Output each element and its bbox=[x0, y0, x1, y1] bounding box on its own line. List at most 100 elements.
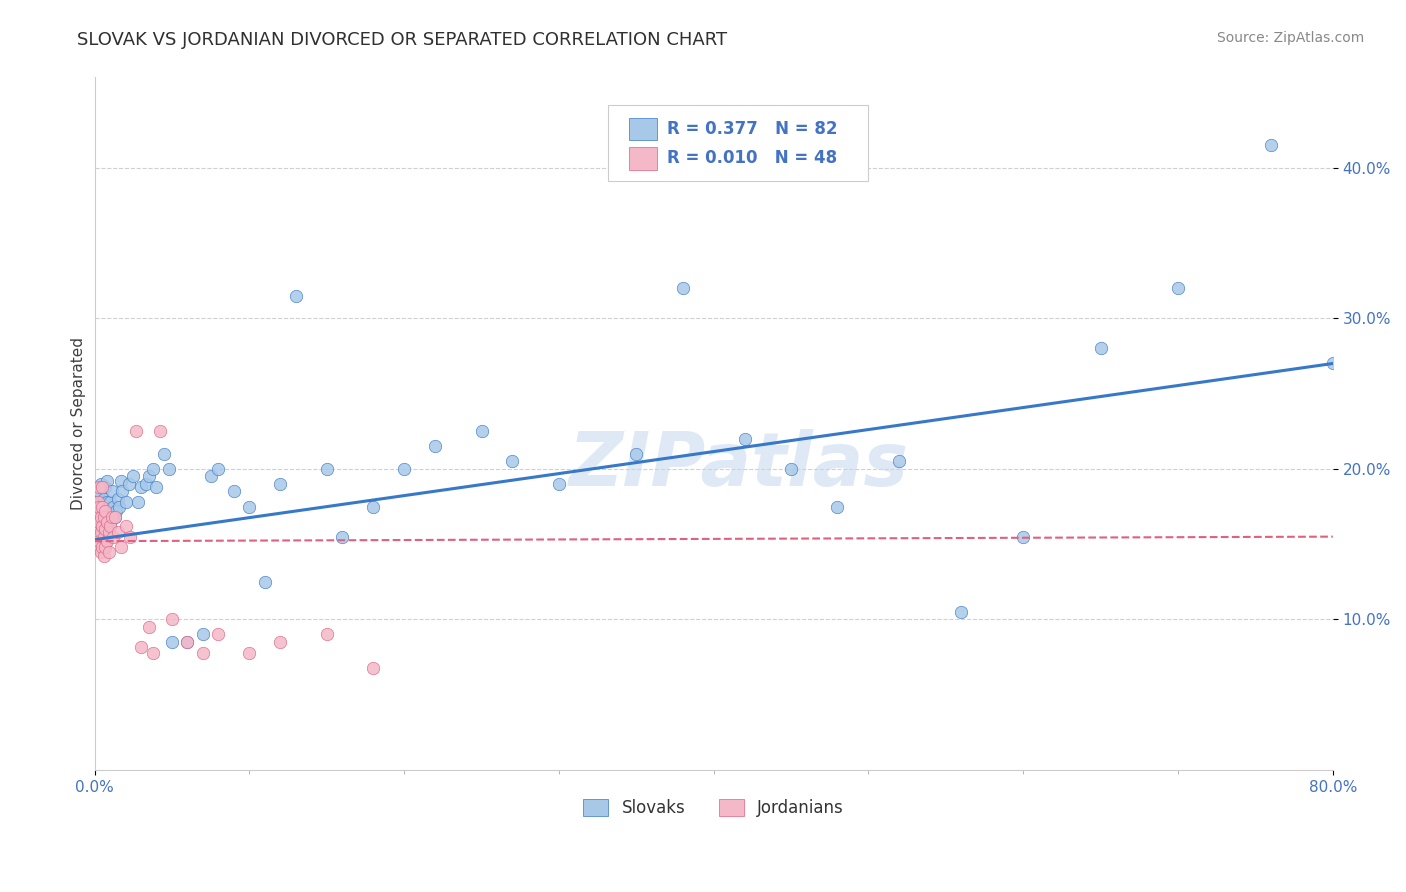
Point bbox=[98, 495, 121, 509]
Point bbox=[91, 507, 114, 521]
Point bbox=[269, 635, 291, 649]
Point bbox=[110, 474, 132, 488]
Point bbox=[89, 530, 111, 544]
Point bbox=[93, 510, 115, 524]
Point bbox=[672, 281, 695, 295]
Point bbox=[145, 480, 167, 494]
Point bbox=[135, 477, 157, 491]
Point bbox=[780, 462, 803, 476]
Point bbox=[114, 519, 136, 533]
Point bbox=[269, 477, 291, 491]
Point bbox=[138, 620, 160, 634]
Point bbox=[94, 480, 117, 494]
Point bbox=[90, 510, 112, 524]
Point bbox=[111, 484, 134, 499]
Point bbox=[89, 517, 111, 532]
Legend: Slovaks, Jordanians: Slovaks, Jordanians bbox=[576, 792, 851, 824]
Point bbox=[96, 534, 118, 549]
Point bbox=[98, 519, 121, 533]
Point bbox=[207, 462, 229, 476]
Point bbox=[91, 537, 114, 551]
Point bbox=[89, 500, 111, 514]
Text: R = 0.377   N = 82: R = 0.377 N = 82 bbox=[666, 120, 837, 137]
Point bbox=[90, 544, 112, 558]
Point bbox=[114, 495, 136, 509]
Point bbox=[91, 519, 114, 533]
Point bbox=[97, 525, 120, 540]
FancyBboxPatch shape bbox=[609, 105, 869, 181]
Text: SLOVAK VS JORDANIAN DIVORCED OR SEPARATED CORRELATION CHART: SLOVAK VS JORDANIAN DIVORCED OR SEPARATE… bbox=[77, 31, 727, 49]
Point bbox=[104, 510, 127, 524]
Point bbox=[84, 504, 107, 518]
Point bbox=[142, 462, 165, 476]
Point bbox=[89, 534, 111, 549]
Point bbox=[127, 495, 149, 509]
Point bbox=[91, 480, 114, 494]
Point bbox=[392, 462, 415, 476]
Point bbox=[89, 480, 111, 494]
Point bbox=[110, 540, 132, 554]
Point bbox=[107, 525, 129, 540]
Point bbox=[148, 424, 170, 438]
Point bbox=[157, 462, 180, 476]
Point bbox=[222, 484, 245, 499]
Point bbox=[86, 510, 108, 524]
Point bbox=[94, 500, 117, 514]
Point bbox=[160, 612, 183, 626]
Point bbox=[96, 515, 118, 529]
Point bbox=[90, 477, 112, 491]
Point bbox=[138, 469, 160, 483]
Point bbox=[200, 469, 222, 483]
Point bbox=[1012, 530, 1035, 544]
Point bbox=[1322, 357, 1344, 371]
Point bbox=[1167, 281, 1189, 295]
Point bbox=[104, 510, 127, 524]
Point bbox=[97, 525, 120, 540]
Point bbox=[105, 504, 128, 518]
Point bbox=[96, 474, 118, 488]
Point bbox=[253, 574, 276, 589]
Point bbox=[238, 646, 260, 660]
Point bbox=[238, 500, 260, 514]
Point bbox=[153, 447, 176, 461]
Point bbox=[98, 519, 121, 533]
Point bbox=[91, 540, 114, 554]
Point bbox=[100, 484, 122, 499]
Point bbox=[108, 500, 131, 514]
Y-axis label: Divorced or Separated: Divorced or Separated bbox=[72, 337, 86, 510]
Text: ZIPatlas: ZIPatlas bbox=[568, 429, 908, 502]
Point bbox=[129, 480, 152, 494]
Point bbox=[101, 530, 124, 544]
Point bbox=[330, 530, 353, 544]
Point bbox=[84, 522, 107, 536]
Point bbox=[97, 544, 120, 558]
Point bbox=[315, 462, 337, 476]
Point bbox=[84, 530, 107, 544]
Point bbox=[94, 540, 117, 554]
Point bbox=[84, 540, 107, 554]
Point bbox=[91, 500, 114, 514]
Point bbox=[827, 500, 849, 514]
Point bbox=[117, 477, 139, 491]
Point bbox=[86, 530, 108, 544]
Point bbox=[93, 530, 115, 544]
Point bbox=[96, 515, 118, 529]
Point bbox=[548, 477, 571, 491]
FancyBboxPatch shape bbox=[630, 118, 657, 140]
Point bbox=[284, 289, 307, 303]
Point bbox=[97, 504, 120, 518]
Point bbox=[93, 510, 115, 524]
Point bbox=[122, 469, 145, 483]
Text: R = 0.010   N = 48: R = 0.010 N = 48 bbox=[666, 150, 837, 168]
Point bbox=[129, 640, 152, 654]
Point bbox=[90, 534, 112, 549]
Point bbox=[89, 500, 111, 514]
FancyBboxPatch shape bbox=[630, 147, 657, 169]
Point bbox=[91, 480, 114, 494]
Point bbox=[90, 525, 112, 540]
Point bbox=[93, 530, 115, 544]
Point bbox=[93, 549, 115, 564]
Point bbox=[315, 627, 337, 641]
Point bbox=[142, 646, 165, 660]
Point bbox=[86, 522, 108, 536]
